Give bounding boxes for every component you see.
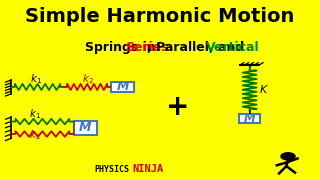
- FancyBboxPatch shape: [239, 114, 260, 123]
- Text: Simple Harmonic Motion: Simple Harmonic Motion: [25, 7, 295, 26]
- Text: Springs in: Springs in: [84, 41, 160, 54]
- Text: Series: Series: [125, 41, 169, 54]
- Text: M: M: [244, 112, 255, 125]
- Text: M: M: [79, 121, 92, 134]
- Text: , Parallel, and: , Parallel, and: [147, 41, 249, 54]
- Text: $k_1$: $k_1$: [29, 107, 41, 121]
- Text: K: K: [260, 85, 267, 95]
- Text: NINJA: NINJA: [133, 164, 164, 174]
- Text: M: M: [116, 80, 129, 93]
- FancyBboxPatch shape: [111, 82, 134, 92]
- Text: +: +: [166, 93, 189, 121]
- Text: $k_2$: $k_2$: [29, 129, 41, 142]
- Text: $k_2$: $k_2$: [82, 72, 94, 86]
- Circle shape: [281, 153, 295, 160]
- Text: $k_1$: $k_1$: [30, 72, 42, 86]
- Text: PHYSICS: PHYSICS: [95, 165, 130, 174]
- FancyBboxPatch shape: [74, 121, 97, 135]
- Text: Vertical: Vertical: [206, 41, 260, 54]
